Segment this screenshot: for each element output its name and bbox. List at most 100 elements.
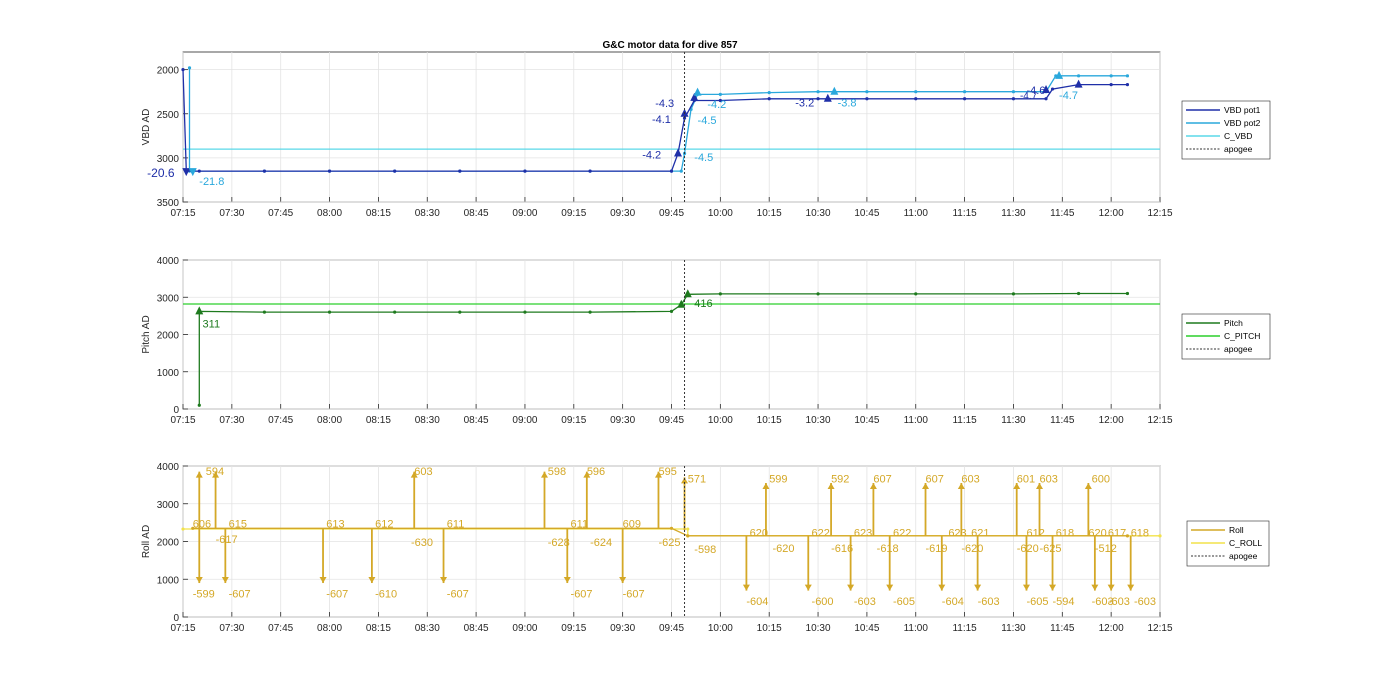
data-label: -4.7: [1020, 91, 1038, 102]
y-tick-label: 2000: [157, 538, 180, 549]
data-label: 603: [961, 473, 979, 485]
arrow-down-icon: [1127, 584, 1135, 591]
data-label: 416: [694, 298, 712, 310]
x-tick-label: 10:00: [708, 415, 733, 426]
data-label: -607: [229, 589, 251, 601]
x-tick-label: 09:45: [659, 415, 684, 426]
y-tick-label: 4000: [157, 462, 180, 473]
data-label: -512: [1095, 543, 1117, 555]
data-label: -4.5: [698, 115, 717, 127]
data-point: [914, 292, 918, 296]
arrow-down-icon: [1091, 584, 1099, 591]
triangle-down-icon: [188, 168, 197, 177]
x-tick-label: 10:15: [757, 208, 782, 219]
y-tick-label: 2500: [157, 110, 180, 121]
x-tick-label: 10:45: [854, 208, 879, 219]
data-label: -624: [590, 537, 612, 549]
x-tick-label: 08:30: [415, 208, 440, 219]
data-label: 598: [548, 466, 566, 478]
legend-label: Roll: [1229, 525, 1244, 535]
data-label: 599: [769, 473, 787, 485]
data-label: 596: [587, 466, 605, 478]
x-tick-label: 12:00: [1099, 623, 1124, 634]
data-point: [718, 98, 722, 103]
data-point: [262, 169, 267, 173]
arrow-down-icon: [804, 584, 812, 591]
data-label: 603: [414, 466, 432, 478]
arrow-up-icon: [583, 471, 591, 478]
x-tick-label: 11:30: [1001, 415, 1026, 426]
data-point: [588, 310, 592, 314]
x-tick-label: 08:15: [366, 208, 391, 219]
data-label: 615: [229, 518, 247, 530]
data-label: -620: [1017, 543, 1039, 555]
data-label: -594: [1053, 596, 1075, 608]
arrow-up-icon: [1013, 482, 1021, 489]
arrow-up-icon: [195, 471, 203, 478]
data-label: -4.5: [694, 152, 713, 164]
chart-panels: 07:15 07:30 07:45 08:00 08:15 08:30 08:45 09:00…: [141, 51, 1271, 634]
data-point: [669, 169, 674, 173]
data-label: -3.8: [838, 97, 857, 109]
x-tick-label: 09:30: [610, 208, 635, 219]
x-tick-label: 09:15: [561, 208, 586, 219]
arrow-down-icon: [1049, 584, 1057, 591]
x-tick-label: 08:00: [317, 208, 342, 219]
data-label: -4.2: [642, 149, 661, 161]
data-point: [816, 97, 820, 101]
data-label: -604: [942, 596, 964, 608]
data-label: 601: [1017, 473, 1035, 485]
data-label: 609: [623, 518, 641, 530]
x-tick-label: 08:15: [366, 623, 391, 634]
data-label: 592: [831, 473, 849, 485]
data-label: -4.2: [707, 99, 726, 111]
legend-label: VBD pot1: [1224, 105, 1261, 115]
x-tick-label: 11:00: [904, 623, 929, 634]
arrow-up-icon: [762, 482, 770, 489]
legend-label: VBD pot2: [1224, 118, 1261, 128]
data-point: [393, 169, 397, 173]
legend-label: apogee: [1224, 344, 1253, 354]
data-label: 611: [447, 518, 465, 530]
data-label: -616: [831, 543, 853, 555]
data-point: [458, 169, 462, 173]
data-label: -4.1: [652, 114, 671, 126]
triangle-down-icon: [182, 168, 191, 177]
x-tick-label: 11:15: [952, 415, 977, 426]
data-point: [523, 310, 527, 314]
data-point: [181, 68, 185, 72]
data-label: 311: [203, 318, 221, 330]
data-label: -620: [772, 543, 794, 555]
data-label: -620: [961, 543, 983, 555]
data-point: [393, 310, 397, 314]
data-point: [767, 97, 771, 101]
data-label: 603: [1040, 473, 1058, 485]
x-tick-label: 09:00: [512, 623, 537, 634]
legend-label: Pitch: [1224, 318, 1243, 328]
data-label: -607: [447, 589, 469, 601]
legend-label: C_PITCH: [1224, 331, 1260, 341]
data-label: -628: [548, 537, 570, 549]
x-tick-label: 07:15: [170, 415, 195, 426]
arrow-up-icon: [1084, 482, 1092, 489]
x-tick-label: 08:45: [464, 415, 489, 426]
arrow-down-icon: [221, 577, 229, 584]
data-point: [523, 169, 527, 173]
data-label: -607: [623, 589, 645, 601]
x-tick-label: 07:45: [268, 415, 293, 426]
y-tick-label: 3000: [157, 154, 180, 165]
x-tick-label: 10:00: [708, 208, 733, 219]
data-label: -600: [812, 596, 834, 608]
data-point: [588, 169, 592, 173]
arrow-up-icon: [827, 482, 835, 489]
x-tick-label: 07:30: [219, 623, 244, 634]
x-tick-label: 11:00: [904, 208, 929, 219]
x-tick-label: 08:00: [317, 415, 342, 426]
x-tick-label: 11:15: [952, 208, 977, 219]
panel-vbd: 07:15 07:30 07:45 08:00 08:15 08:30 08:45 09:00…: [141, 51, 1271, 219]
x-tick-label: 11:45: [1050, 623, 1075, 634]
data-label: 600: [1092, 473, 1110, 485]
arrow-down-icon: [886, 584, 894, 591]
x-tick-label: 07:30: [219, 208, 244, 219]
